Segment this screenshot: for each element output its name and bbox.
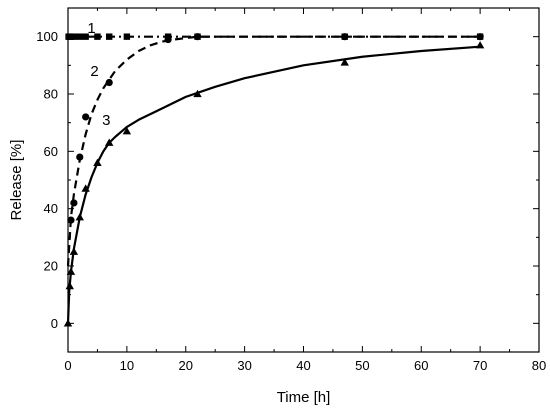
series-1 (65, 33, 484, 40)
series-2-point (476, 33, 484, 41)
y-tick-label: 40 (44, 201, 58, 216)
series-2-point (164, 35, 172, 44)
series-2-point (193, 33, 202, 41)
y-tick-label: 20 (44, 259, 58, 274)
series-2-point (67, 216, 75, 224)
curve-label-1: 1 (87, 20, 95, 37)
series-2-point (76, 153, 84, 161)
series-2-point (105, 78, 113, 87)
series-3-point (75, 213, 84, 221)
x-tick-label: 20 (179, 358, 193, 373)
series-3 (63, 41, 485, 327)
series-1-point (70, 33, 78, 40)
series-2 (66, 33, 484, 267)
x-tick-label: 0 (64, 358, 71, 373)
series-3-point (63, 319, 73, 327)
y-axis-title: Release [%] (8, 140, 25, 221)
curve-labels: 1 2 3 (87, 20, 110, 129)
series-3-point (81, 184, 90, 192)
series-3-point (122, 127, 132, 135)
series-1-point (76, 33, 83, 40)
axes (67, 7, 540, 353)
series-2-point (70, 199, 78, 207)
series-3-point (105, 138, 114, 146)
series-3-line (66, 45, 481, 324)
series-3-point (93, 158, 102, 166)
y-tick-label: 80 (44, 87, 58, 102)
plot-frame (67, 7, 540, 353)
series-1-point (106, 33, 113, 40)
x-tick-label: 60 (414, 358, 428, 373)
axis-ticks: 0 10 20 30 40 50 60 70 80 0 20 40 60 80 100 (36, 7, 546, 373)
series-3-point (340, 58, 349, 66)
series-1-point (94, 33, 101, 40)
curve-label-2: 2 (90, 63, 98, 80)
curve-label-3: 3 (102, 112, 110, 129)
x-tick-label: 70 (473, 358, 487, 373)
y-tick-label: 60 (44, 144, 58, 159)
series-3-point (475, 41, 485, 49)
x-tick-label: 30 (237, 358, 251, 373)
y-tick-label: 0 (51, 316, 58, 331)
series-1-point (123, 33, 131, 40)
x-tick-label: 10 (120, 358, 134, 373)
series-layer (63, 33, 485, 327)
series-1-point (82, 33, 89, 40)
series-2-point (82, 113, 90, 121)
y-tick-label: 100 (36, 29, 58, 44)
series-3-point (65, 281, 74, 290)
series-3-point (193, 89, 202, 98)
series-3-point (69, 247, 79, 255)
series-2-point (341, 33, 349, 41)
x-axis-title: Time [h] (277, 389, 331, 406)
series-2-line (66, 35, 481, 267)
x-tick-label: 40 (296, 358, 310, 373)
x-tick-label: 80 (532, 358, 546, 373)
x-tick-label: 50 (355, 358, 369, 373)
series-3-point (66, 267, 76, 275)
